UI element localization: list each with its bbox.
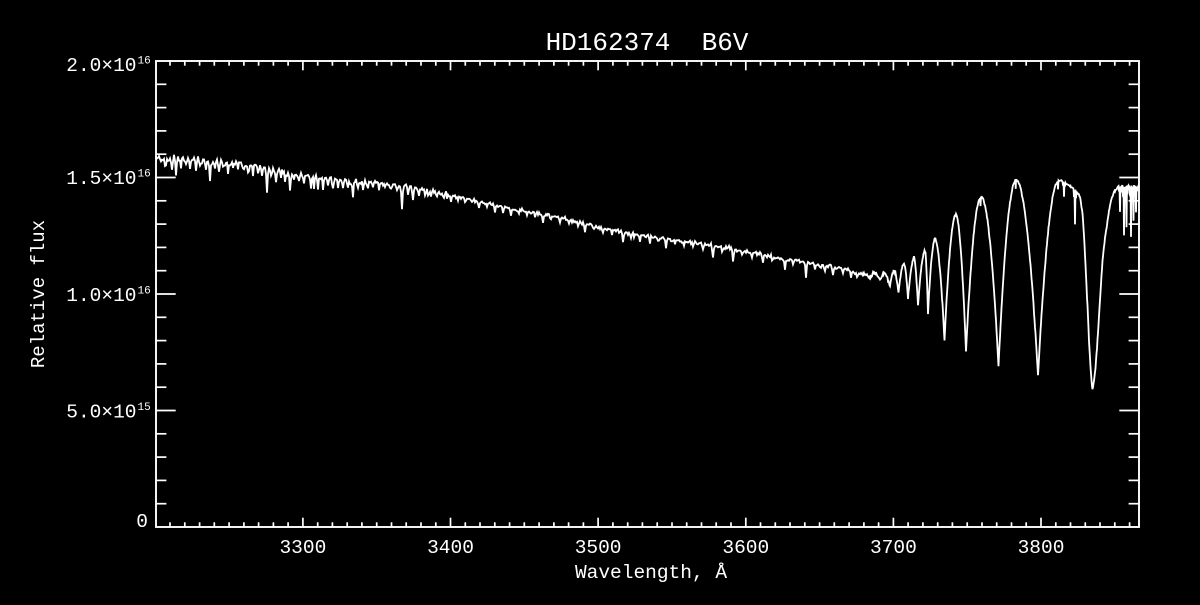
svg-text:15: 15 [138, 402, 151, 414]
svg-text:5.0×10: 5.0×10 [66, 402, 136, 424]
svg-text:16: 16 [138, 286, 151, 298]
svg-text:3600: 3600 [722, 537, 769, 559]
svg-text:2.0×10: 2.0×10 [66, 55, 136, 77]
svg-text:1.5×10: 1.5×10 [66, 168, 136, 190]
svg-text:3500: 3500 [575, 537, 622, 559]
svg-text:3400: 3400 [427, 537, 474, 559]
svg-text:3300: 3300 [279, 537, 326, 559]
svg-text:1.0×10: 1.0×10 [66, 285, 136, 307]
svg-text:3800: 3800 [1018, 537, 1065, 559]
svg-text:Relative flux: Relative flux [28, 220, 50, 368]
svg-text:HD162374 B6V: HD162374 B6V [546, 28, 749, 58]
svg-text:16: 16 [138, 56, 151, 68]
svg-text:16: 16 [138, 169, 151, 181]
svg-text:Wavelength, Å: Wavelength, Å [575, 562, 727, 584]
svg-text:0: 0 [136, 511, 148, 533]
svg-text:3700: 3700 [870, 537, 917, 559]
